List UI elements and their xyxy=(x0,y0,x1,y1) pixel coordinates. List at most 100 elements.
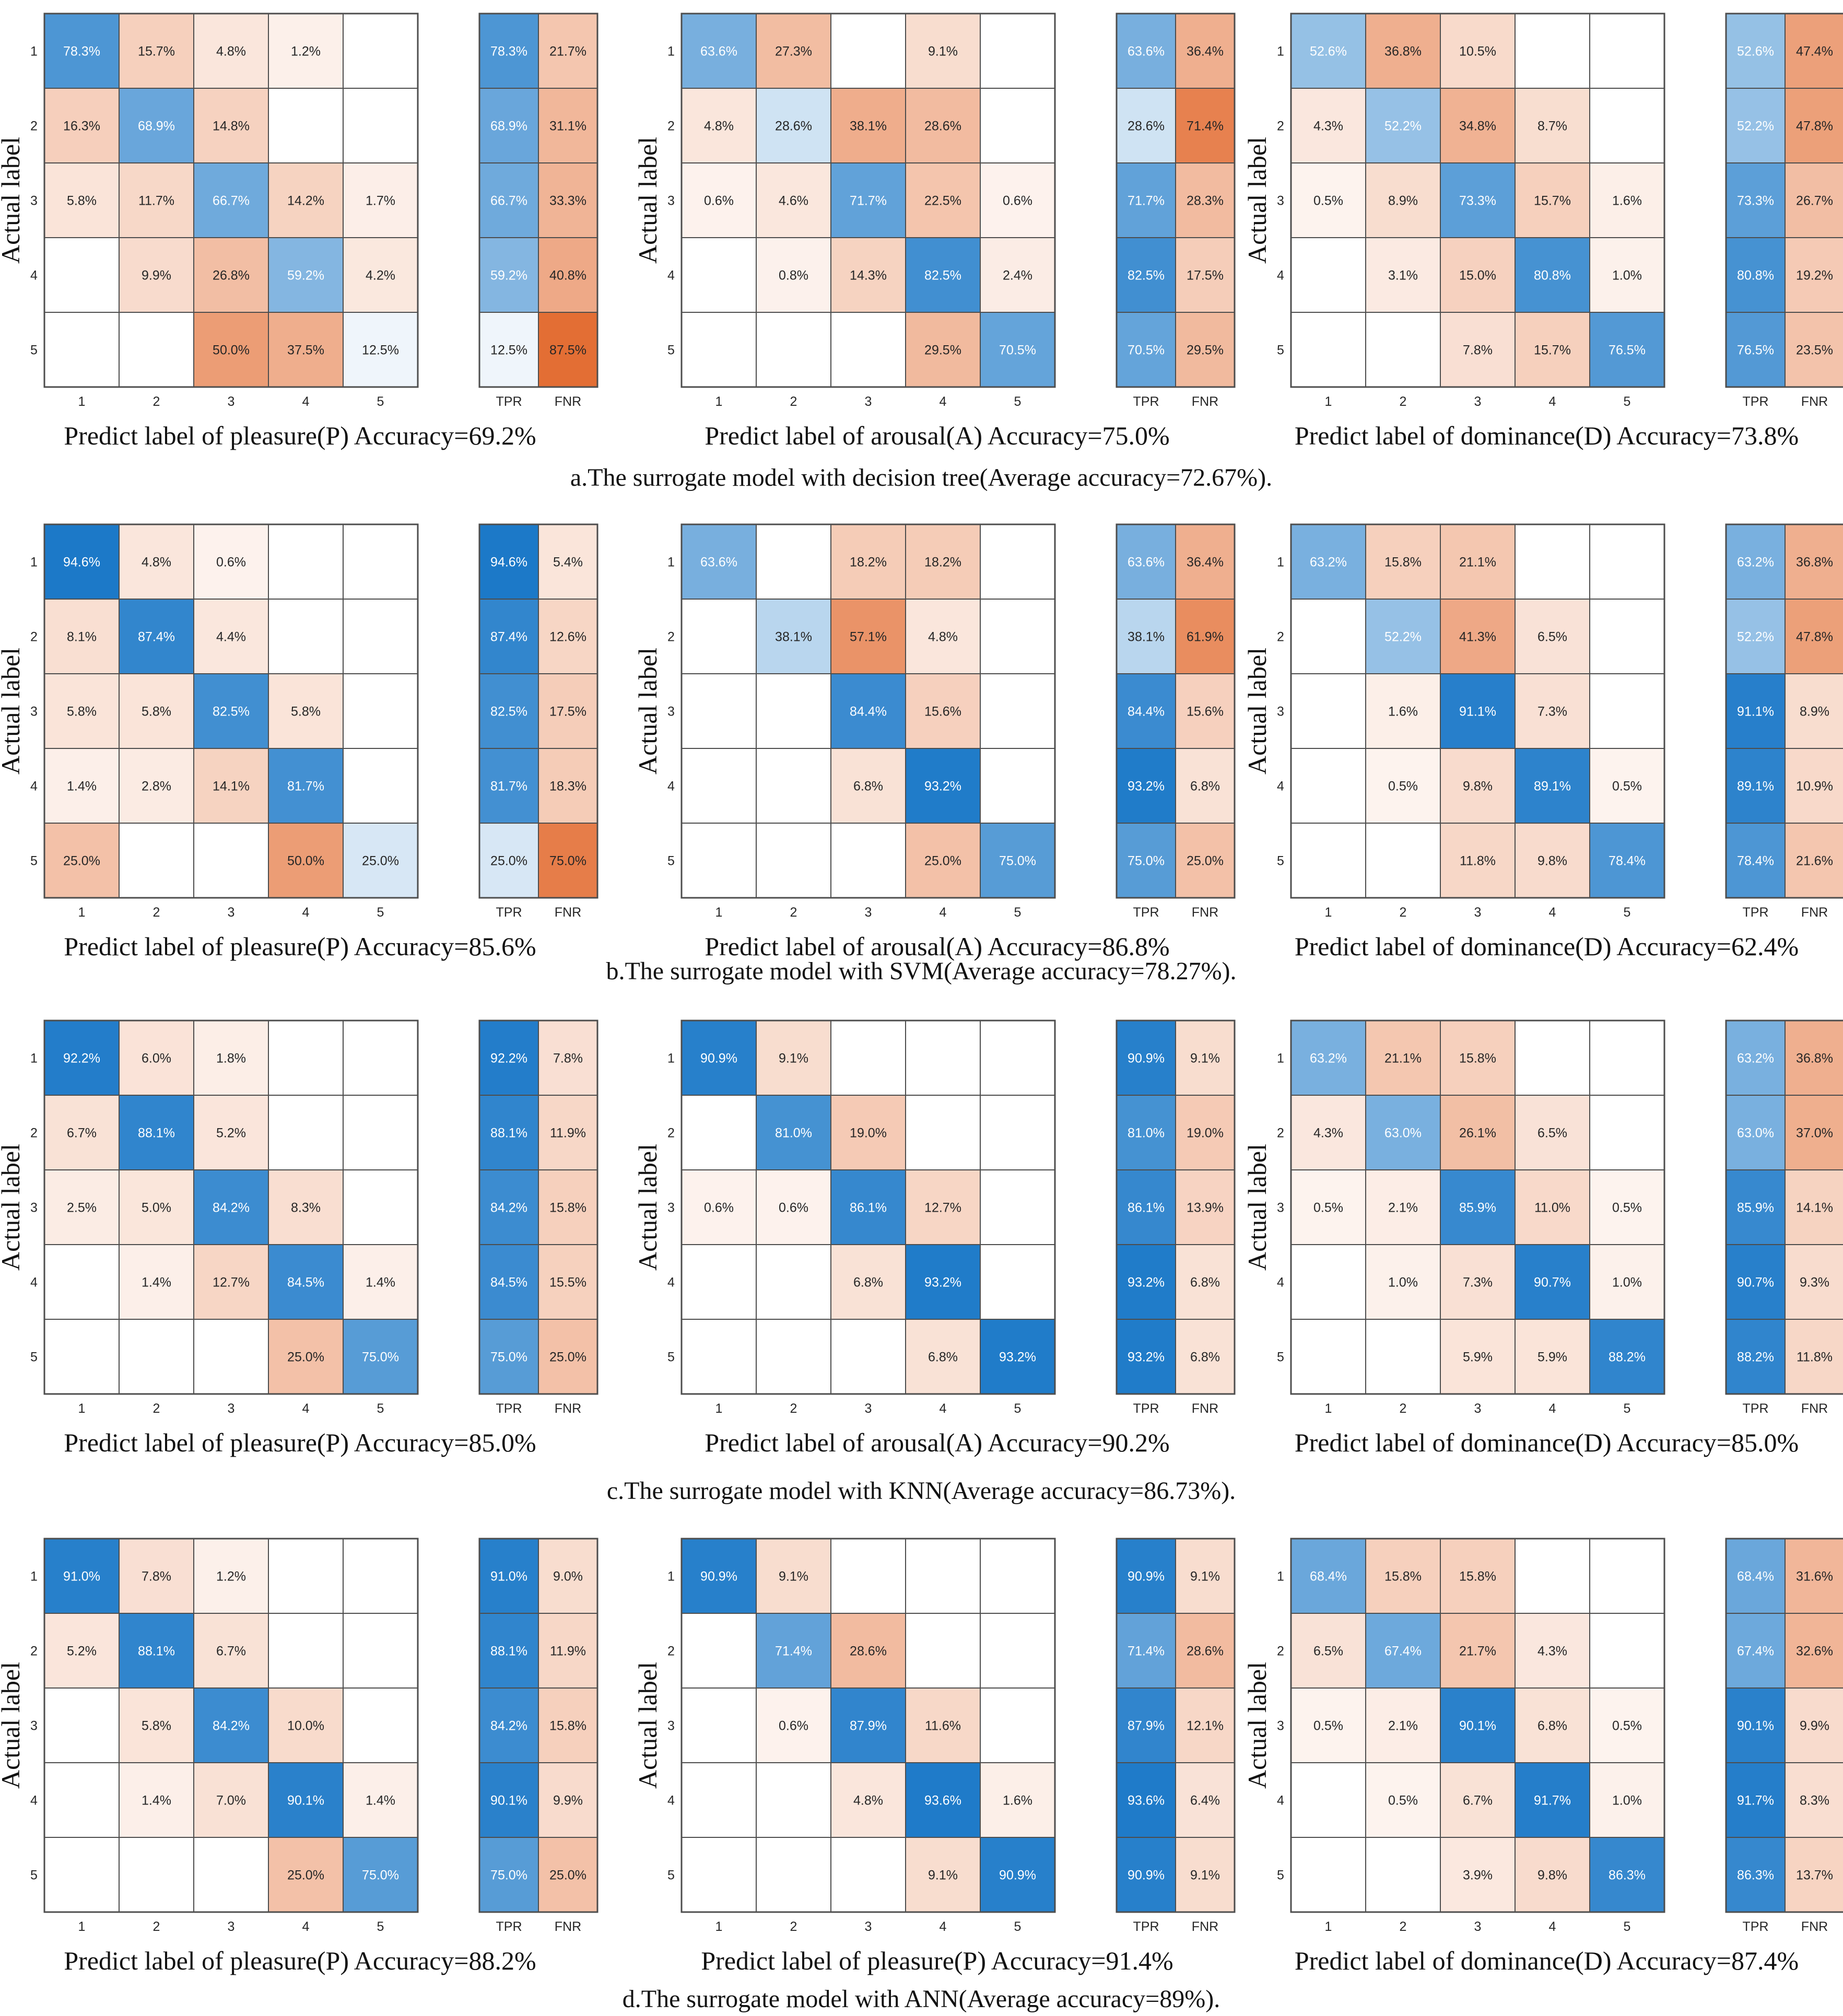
tpr-label: TPR xyxy=(496,394,522,409)
matrix-cell xyxy=(905,237,981,313)
matrix-cell xyxy=(1440,673,1516,749)
y-tick-label: 5 xyxy=(667,1868,675,1883)
matrix-cell xyxy=(44,1762,120,1838)
matrix-cell xyxy=(343,13,418,89)
matrix-cell xyxy=(1515,599,1590,674)
matrix-cell-label: 71.4% xyxy=(775,1644,812,1659)
fnr-cell xyxy=(1175,237,1235,313)
fnr-value: 25.0% xyxy=(549,1350,586,1365)
x-axis-label: Predict label of pleasure(P) Accuracy=69… xyxy=(64,421,536,450)
x-axis-label: Predict label of pleasure(P) Accuracy=88… xyxy=(64,1946,536,1975)
y-tick-label: 3 xyxy=(30,1719,38,1733)
matrix-cell-label: 0.6% xyxy=(704,1201,734,1215)
fnr-value: 31.1% xyxy=(549,119,586,134)
matrix-cell-label: 21.7% xyxy=(1459,1644,1496,1659)
matrix-cell-label: 6.7% xyxy=(67,1126,97,1141)
rate-border xyxy=(1725,1538,1843,1913)
matrix-cell xyxy=(830,1244,906,1320)
fnr-value: 32.6% xyxy=(1796,1644,1833,1659)
matrix-cell xyxy=(268,1169,344,1245)
tpr-value: 91.0% xyxy=(490,1569,527,1584)
matrix-cell-label: 8.1% xyxy=(67,630,97,644)
matrix-cell xyxy=(343,1169,418,1245)
y-axis-label: Actual label xyxy=(633,648,662,775)
matrix-cell xyxy=(756,1244,831,1320)
matrix-cell xyxy=(980,823,1055,898)
tpr-value: 85.9% xyxy=(1737,1201,1774,1215)
fnr-value: 31.6% xyxy=(1796,1569,1833,1584)
matrix-cell-label: 68.4% xyxy=(1310,1569,1347,1584)
tpr-value: 71.4% xyxy=(1128,1644,1165,1659)
matrix-cell-label: 5.9% xyxy=(1463,1350,1493,1365)
tpr-value: 90.1% xyxy=(1737,1719,1774,1733)
tpr-value: 88.2% xyxy=(1737,1350,1774,1365)
fnr-value: 75.0% xyxy=(549,854,586,869)
tpr-value: 38.1% xyxy=(1128,630,1165,644)
y-tick-label: 3 xyxy=(667,194,675,208)
tpr-cell xyxy=(479,1020,539,1096)
x-axis-label: Predict label of pleasure(P) Accuracy=91… xyxy=(701,1946,1173,1975)
x-tick-label: 5 xyxy=(1014,1919,1022,1934)
tpr-value: 82.5% xyxy=(490,705,527,719)
matrix-cell-label: 1.6% xyxy=(1388,705,1418,719)
matrix-cell-label: 25.0% xyxy=(287,1868,324,1883)
tpr-cell xyxy=(479,599,539,674)
y-tick-label: 4 xyxy=(1277,779,1284,794)
matrix-cell xyxy=(44,1538,120,1614)
matrix-cell-label: 75.0% xyxy=(999,854,1036,869)
matrix-cell-label: 84.2% xyxy=(213,1719,250,1733)
tpr-value: 80.8% xyxy=(1737,268,1774,283)
matrix-cell xyxy=(905,823,981,898)
matrix-cell-label: 7.3% xyxy=(1537,705,1567,719)
fnr-cell xyxy=(1175,1613,1235,1689)
matrix-cell-label: 1.6% xyxy=(1003,1794,1032,1808)
matrix-cell-label: 81.7% xyxy=(287,779,324,794)
matrix-cell-label: 19.0% xyxy=(850,1126,887,1141)
matrix-cell-label: 5.8% xyxy=(67,705,97,719)
x-tick-label: 1 xyxy=(78,905,86,920)
rate-border xyxy=(1725,13,1843,388)
y-tick-label: 1 xyxy=(1277,1051,1284,1066)
fnr-value: 17.5% xyxy=(1187,268,1224,283)
matrix-cell xyxy=(756,1095,831,1170)
fnr-value: 87.5% xyxy=(549,343,586,358)
matrix-cell xyxy=(756,1613,831,1689)
matrix-cell-label: 9.9% xyxy=(142,268,171,283)
matrix-cell-label: 15.7% xyxy=(1534,343,1571,358)
x-tick-label: 1 xyxy=(715,1919,723,1934)
fnr-value: 23.5% xyxy=(1796,343,1833,358)
fnr-cell xyxy=(1175,673,1235,749)
matrix-cell-label: 0.6% xyxy=(1003,194,1032,208)
matrix-cell-label: 1.0% xyxy=(1612,1275,1642,1290)
tpr-value: 86.3% xyxy=(1737,1868,1774,1883)
matrix-cell-label: 86.3% xyxy=(1609,1868,1646,1883)
x-tick-label: 2 xyxy=(790,1401,797,1416)
matrix-cell xyxy=(268,1244,344,1320)
fnr-value: 6.8% xyxy=(1190,779,1220,794)
x-axis-label: Predict label of pleasure(P) Accuracy=85… xyxy=(64,1428,536,1457)
matrix-cell-label: 4.3% xyxy=(1537,1644,1567,1659)
matrix-cell xyxy=(268,1837,344,1913)
fnr-value: 15.5% xyxy=(549,1275,586,1290)
matrix-cell xyxy=(343,1095,418,1170)
y-tick-label: 1 xyxy=(30,1051,38,1066)
y-tick-label: 5 xyxy=(1277,343,1284,358)
matrix-cell xyxy=(343,162,418,238)
fnr-cell xyxy=(1175,162,1235,238)
y-axis-label: Actual label xyxy=(1242,137,1272,264)
matrix-cell-label: 1.8% xyxy=(216,1051,246,1066)
matrix-cell xyxy=(1589,88,1665,163)
y-tick-label: 1 xyxy=(1277,1569,1284,1584)
fnr-value: 19.0% xyxy=(1187,1126,1224,1141)
tpr-label: TPR xyxy=(1743,905,1769,920)
fnr-cell xyxy=(538,1837,598,1913)
y-tick-label: 2 xyxy=(667,1644,675,1659)
matrix-cell-label: 1.0% xyxy=(1612,268,1642,283)
confusion-matrix-panel: 63.6% 27.3% 9.1% 4.8% 28.6% 38.1% 28.6% 0.6% 4.6… xyxy=(633,13,1236,450)
matrix-cell xyxy=(980,162,1055,238)
confusion-matrix-panel: 91.0% 7.8% 1.2% 5.2% 88.1% 6.7% 5.8% 84.2% 10.0%… xyxy=(0,1538,598,1975)
confusion-matrix-panel: 52.6% 36.8% 10.5% 4.3% 52.2% 34.8% 8.7% 0.5% 8.9… xyxy=(1242,13,1843,450)
y-tick-label: 5 xyxy=(667,343,675,358)
matrix-cell xyxy=(905,162,981,238)
matrix-cell xyxy=(44,1244,120,1320)
